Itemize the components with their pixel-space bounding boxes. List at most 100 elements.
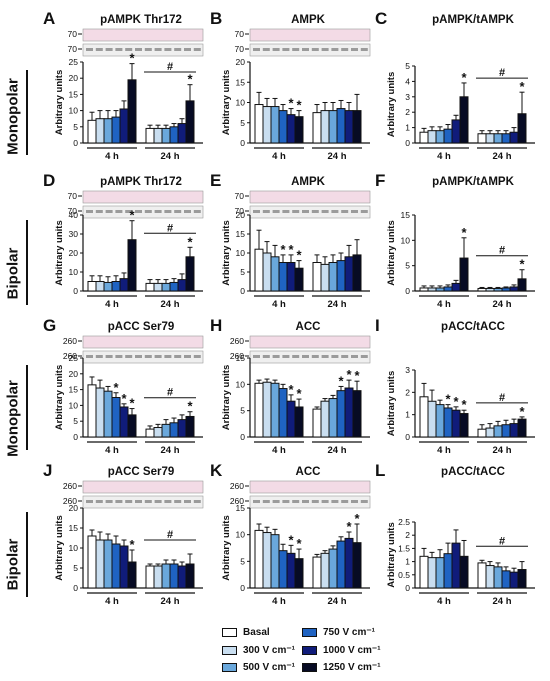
blot-marker: 70 [68,44,78,54]
ponceau-stain [82,28,204,42]
ponceau-stain [249,190,371,204]
bar [254,382,264,438]
bar [459,555,469,589]
bar [451,119,461,144]
y-axis-label: Arbitrary units [221,220,232,285]
significance-star: * [445,392,451,407]
y-axis-label: Arbitrary units [54,70,65,135]
y-tick-label: 5 [73,122,78,132]
row-divider-2 [26,220,28,305]
bar [477,562,487,589]
bar [312,556,322,589]
y-tick-label: 5 [73,416,78,426]
y-tick-label: 10 [236,98,246,108]
blot-band [144,48,152,51]
blot-band [125,355,133,358]
panel-letter: C [375,9,387,28]
y-tick-label: 0 [73,138,78,148]
bar [320,552,330,589]
bar [517,569,527,589]
bar [103,118,113,144]
y-tick-label: 5 [240,118,245,128]
blot-band [135,500,142,503]
y-tick-label: 5 [240,406,245,416]
y-axis-label: Arbitrary units [54,365,65,430]
y-tick-label: 3 [405,365,410,375]
significance-star: * [288,242,294,257]
bar [328,398,338,438]
bar [87,384,97,438]
blot-band [174,355,182,358]
blot-marker: 70 [235,44,245,54]
panel-title: pACC Ser79 [108,466,174,478]
bar [427,557,437,589]
blot-band [331,48,339,51]
panel-title: pACC/tACC [441,321,505,333]
blot-band [292,355,300,358]
bar [320,263,330,292]
blot-band [193,210,201,213]
blot-band [262,355,270,358]
blot-marker: 260 [230,496,244,506]
significance-star: * [519,257,525,272]
ponceau-stain [82,335,204,349]
bar [119,545,129,589]
y-tick-label: 20 [69,248,79,258]
row-label-1: Monopolar [4,78,22,155]
group-label: 24 h [492,445,511,456]
bar [153,127,163,144]
bar [177,123,187,144]
bar [320,400,330,438]
hash-symbol: # [499,67,505,79]
blot-marker: 260 [230,336,244,346]
panel-letter: D [43,171,55,190]
bar [427,130,437,144]
y-tick-label: 0 [73,286,78,296]
group-label: 4 h [105,445,119,456]
group-label: 4 h [105,299,119,310]
bar [254,248,264,292]
bar [153,282,163,292]
bar [435,404,445,438]
group-label: 24 h [160,445,179,456]
blot-band [154,210,162,213]
bar [161,282,171,292]
bar [119,108,129,144]
bar [344,387,354,438]
blot-band [302,210,309,213]
bar [161,423,171,438]
blot-marker: 260 [230,351,244,361]
bar [451,409,461,438]
bar [451,542,461,589]
y-tick-label: 1.5 [398,543,410,553]
y-tick-label: 5 [73,563,78,573]
bar [145,565,155,589]
bar [320,110,330,144]
legend-item: 300 V cm⁻¹ [222,645,295,656]
blot-band [262,500,270,503]
bar [278,388,288,438]
y-tick-label: 15 [401,210,411,220]
blot-band [125,210,133,213]
bar [427,400,437,438]
significance-star: * [461,225,467,240]
ponceau-stain [82,190,204,204]
ponceau-stain [249,335,371,349]
y-axis-label: Arbitrary units [386,72,397,137]
bar [161,127,171,144]
hash-symbol: # [167,529,173,541]
y-tick-label: 2 [405,530,410,540]
blot-band [351,500,358,503]
bar [177,419,187,438]
blot-band [351,355,358,358]
bar [161,563,171,589]
group-label: 24 h [492,151,511,162]
blot-band [272,210,280,213]
panel-title: ACC [296,321,321,333]
blot-marker: 70 [235,206,245,216]
significance-star: * [129,208,135,223]
bar [127,79,137,144]
bar [344,110,354,144]
bar [501,570,511,589]
group-label: 24 h [327,151,346,162]
